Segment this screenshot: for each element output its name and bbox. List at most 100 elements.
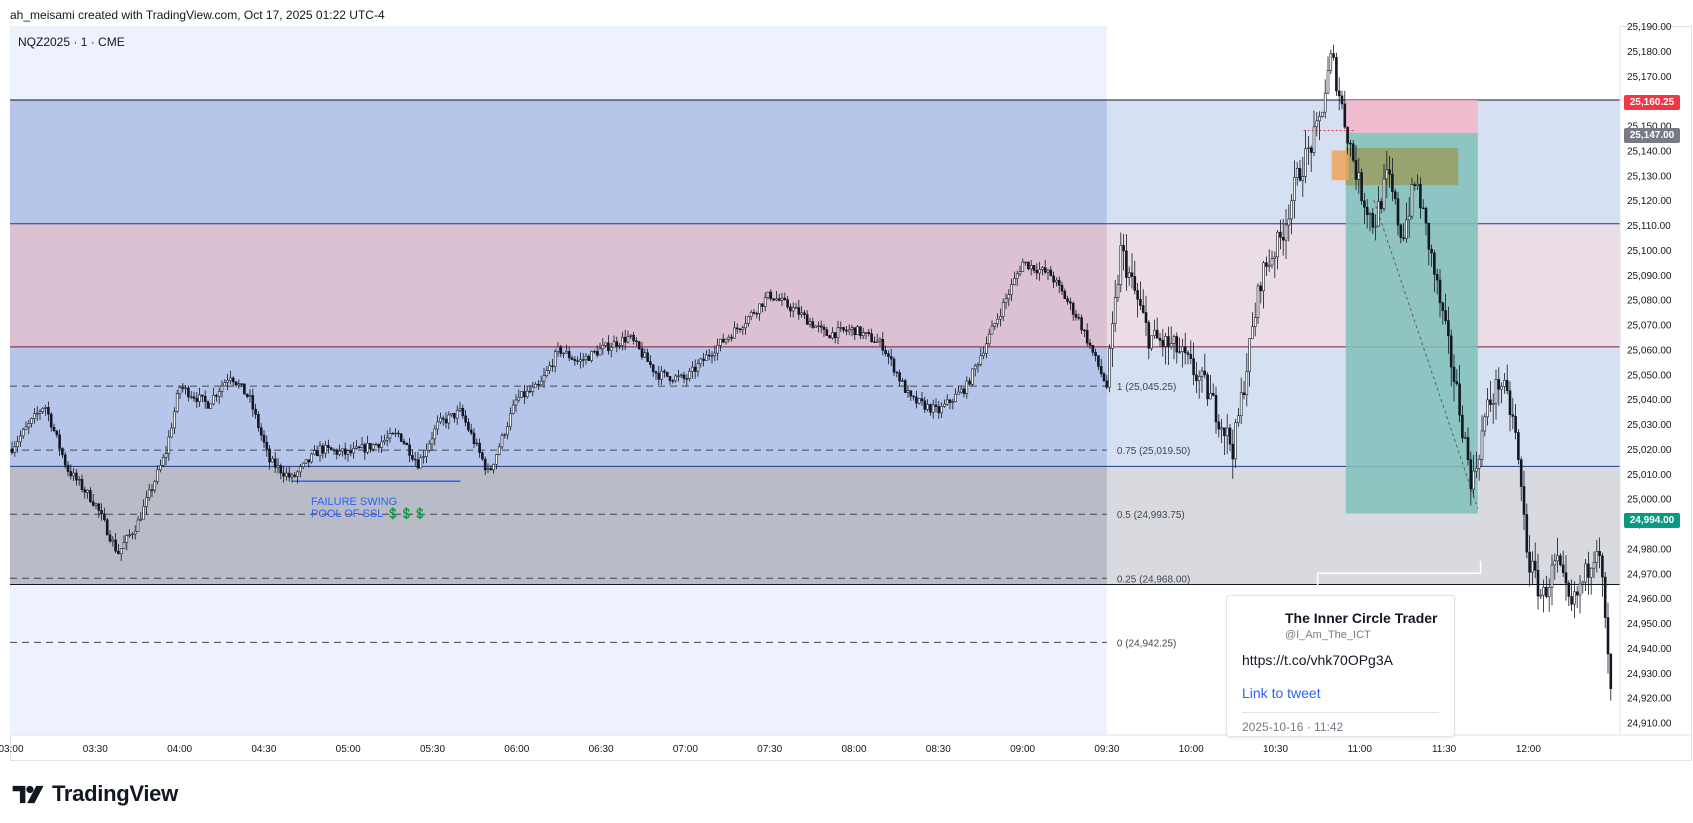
- tweet-url[interactable]: https://t.co/vhk70OPg3A: [1242, 652, 1393, 668]
- candle-body: [1514, 416, 1517, 433]
- candle-body: [1399, 224, 1403, 238]
- candle-body: [1528, 551, 1531, 573]
- candle-body: [1071, 302, 1075, 315]
- candle-body: [271, 458, 274, 463]
- y-tick-label: 24,980.00: [1627, 544, 1672, 555]
- candle-body: [175, 393, 179, 412]
- candle-body: [657, 372, 661, 380]
- candle-body: [1455, 381, 1459, 385]
- candle-body: [251, 395, 255, 410]
- y-tick-label: 25,170.00: [1627, 72, 1672, 83]
- candle-body: [486, 468, 490, 471]
- candle-body: [1290, 200, 1293, 220]
- candle-body: [1368, 213, 1372, 215]
- candle-body: [839, 327, 843, 329]
- candle-body: [223, 382, 227, 387]
- candle-body: [363, 444, 367, 453]
- candle-body: [671, 380, 675, 382]
- candle-body: [299, 466, 302, 473]
- tradingview-logo[interactable]: TradingView: [12, 781, 178, 807]
- failure-swing-annotation[interactable]: FAILURE SWING POOL OF SSL 💲💲💲: [311, 496, 427, 520]
- y-tick-label: 24,940.00: [1627, 644, 1672, 655]
- candle-body: [83, 489, 87, 493]
- candle-body: [1181, 346, 1184, 353]
- candle-body: [559, 346, 563, 354]
- candle-body: [923, 400, 927, 410]
- candle-body: [1211, 393, 1215, 396]
- candle-body: [91, 501, 95, 506]
- candle-body: [1405, 219, 1408, 239]
- candle-body: [1091, 345, 1095, 353]
- candle-body: [959, 388, 963, 393]
- candle-body: [383, 439, 386, 443]
- candle-body: [626, 336, 630, 343]
- candle-body: [503, 434, 507, 436]
- candle-body: [279, 465, 283, 474]
- candle-body: [1475, 467, 1478, 472]
- candle-body: [226, 380, 229, 383]
- candle-body: [1183, 346, 1187, 354]
- candle-body: [495, 454, 498, 465]
- candle-body: [609, 346, 613, 352]
- candle-body: [1508, 390, 1512, 416]
- candle-body: [951, 401, 955, 403]
- candle-body: [926, 404, 929, 410]
- tradingview-brand-name: TradingView: [52, 781, 178, 806]
- candle-body: [654, 371, 658, 374]
- candle-body: [321, 445, 325, 454]
- y-tick-label: 25,040.00: [1627, 395, 1672, 406]
- candle-body: [360, 444, 364, 449]
- candle-body: [189, 396, 193, 398]
- candle-body: [439, 417, 442, 423]
- candle-body: [1063, 290, 1067, 300]
- candle-body: [943, 403, 946, 407]
- y-tick-label: 25,120.00: [1627, 196, 1672, 207]
- candle-body: [730, 336, 733, 339]
- candle-body: [1360, 172, 1363, 202]
- candle-body: [1231, 443, 1235, 460]
- candle-body: [282, 472, 285, 477]
- candle-body: [1564, 572, 1568, 584]
- candle-body: [427, 443, 431, 451]
- candle-body: [453, 413, 456, 419]
- candle-body: [506, 426, 509, 436]
- candle-body: [649, 361, 652, 366]
- candle-body: [489, 468, 493, 471]
- candle-body: [1388, 169, 1391, 175]
- candle-body: [209, 403, 213, 409]
- candle-body: [1150, 335, 1153, 349]
- candle-body: [464, 415, 467, 423]
- candle-body: [72, 472, 75, 477]
- candle-body: [604, 342, 607, 346]
- link-to-tweet[interactable]: Link to tweet: [1242, 685, 1321, 701]
- candle-body: [679, 374, 683, 377]
- candle-body: [940, 406, 943, 414]
- candle-body: [1141, 305, 1145, 313]
- x-tick-label: 03:30: [83, 744, 108, 755]
- candle-body: [419, 457, 423, 469]
- trade-path-line: [1373, 199, 1479, 509]
- candle-body: [1209, 393, 1212, 400]
- candle-body: [257, 414, 260, 429]
- x-tick-label: 09:00: [1010, 744, 1035, 755]
- candle-body: [635, 340, 638, 343]
- candle-body: [562, 352, 565, 355]
- candle-body: [803, 312, 806, 315]
- tweet-date: 2025-10-16 · 11:42: [1242, 720, 1344, 734]
- candle-body: [35, 413, 39, 415]
- candle-body: [117, 550, 120, 555]
- candle-body: [1556, 555, 1559, 562]
- candle-body: [1363, 200, 1366, 208]
- entry-price-badge: 25,147.00: [1624, 128, 1680, 143]
- candle-body: [1581, 581, 1585, 585]
- candle-body: [77, 479, 81, 481]
- candle-body: [1029, 265, 1033, 270]
- candle-body: [520, 391, 523, 398]
- candle-body: [1357, 172, 1361, 180]
- tweet-divider: [1242, 712, 1439, 713]
- candle-body: [1060, 285, 1064, 292]
- tweet-card[interactable]: The Inner Circle Trader @I_Am_The_ICT ht…: [1226, 595, 1455, 737]
- candle-body: [97, 503, 101, 511]
- candle-body: [1351, 143, 1355, 161]
